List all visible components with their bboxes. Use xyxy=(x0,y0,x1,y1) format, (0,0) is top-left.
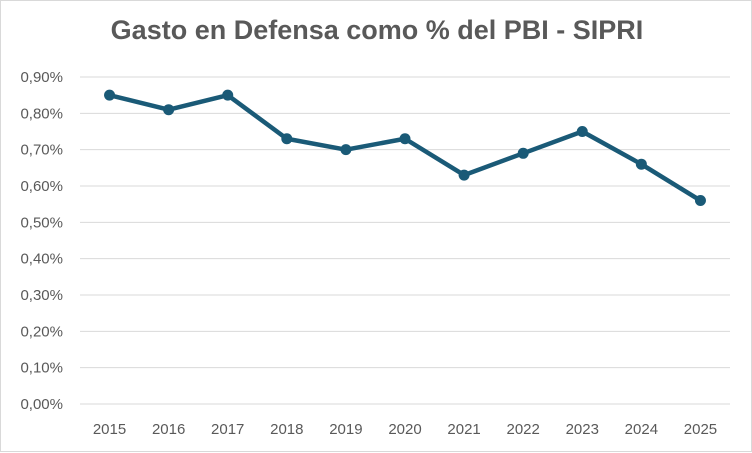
x-axis-tick-labels: 2015 2016 2017 2018 2019 2020 2021 2022 2023 2024… xyxy=(93,421,717,438)
y-tick-label: 0,10% xyxy=(20,360,63,377)
y-tick-label: 0,40% xyxy=(20,251,63,268)
y-tick-label: 0,80% xyxy=(20,105,63,122)
x-tick-label: 2017 xyxy=(211,421,244,438)
x-tick-label: 2016 xyxy=(152,421,185,438)
data-point xyxy=(635,158,647,170)
data-point xyxy=(694,195,706,207)
gridlines xyxy=(80,76,730,405)
series-lines xyxy=(107,92,703,203)
data-points xyxy=(104,89,706,207)
y-tick-label: 0,60% xyxy=(20,178,63,195)
data-point xyxy=(163,104,175,116)
x-tick-label: 2022 xyxy=(506,421,539,438)
x-tick-label: 2018 xyxy=(270,421,303,438)
data-point xyxy=(517,147,529,159)
data-point xyxy=(576,126,588,137)
x-tick-label: 2023 xyxy=(566,421,599,438)
y-tick-label: 0,00% xyxy=(20,396,63,413)
y-tick-label: 0,20% xyxy=(20,323,63,340)
data-point xyxy=(104,89,116,101)
y-tick-label: 0,70% xyxy=(20,142,63,159)
x-tick-label: 2025 xyxy=(684,421,717,438)
y-tick-label: 0,90% xyxy=(20,69,63,86)
data-point xyxy=(222,89,234,101)
chart-title: Gasto en Defensa como % del PBI - SIPRI xyxy=(110,15,644,45)
x-tick-label: 2015 xyxy=(93,421,126,438)
x-tick-label: 2019 xyxy=(329,421,362,438)
data-point xyxy=(458,169,470,181)
data-point xyxy=(340,144,352,156)
data-point xyxy=(281,133,293,145)
y-tick-label: 0,50% xyxy=(20,214,63,231)
y-tick-label: 0,30% xyxy=(20,287,63,304)
x-tick-label: 2024 xyxy=(625,421,658,438)
y-axis-tick-labels: 0,00% 0,10% 0,20% 0,30% 0,40% 0,50% 0,60% 0,70%… xyxy=(20,69,63,413)
series-line xyxy=(107,92,703,203)
x-tick-label: 2020 xyxy=(388,421,421,438)
data-point xyxy=(399,133,411,145)
x-tick-label: 2021 xyxy=(447,421,480,438)
